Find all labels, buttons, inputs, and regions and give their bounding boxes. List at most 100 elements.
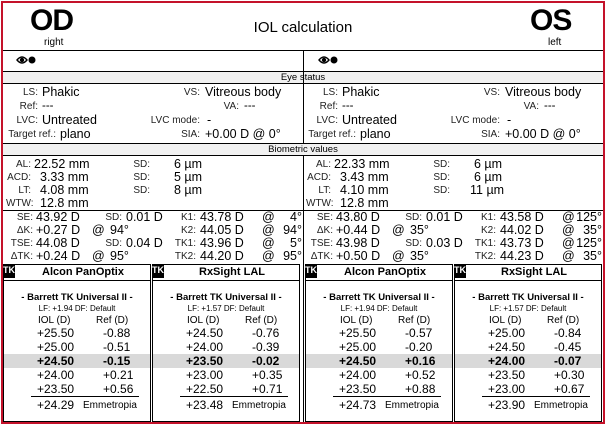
os-vs-label: VS: [483,87,500,98]
os-se: 43.80 D [336,210,380,224]
od-lens-1-tk-badge: TK [3,264,15,278]
os-lvc-mode-label: LVC mode: [450,115,500,126]
od-tse-sd: 0.04 D [126,236,163,250]
os-se-sd-label: SD: [405,212,422,223]
od-al-label: AL: [15,159,31,170]
od-dk-axis: 94° [110,223,129,237]
os-ref-label: Ref: [319,101,338,112]
os-se-label: SE: [316,212,333,223]
od-tse: 44.08 D [36,236,80,250]
os-lens-1-col-ref: Ref (D) [398,315,431,326]
os-k1-at: @ [562,210,575,224]
od-lt-sd: 8 µm [174,183,203,197]
os-lens-2-emm-rule [482,396,590,397]
od-lens-1-refraction: -0.15 [103,354,131,368]
od-k1-axis: 4° [290,210,302,224]
od-al-sd: 6 µm [174,157,203,171]
od-target-ref-value: plano [60,127,91,141]
os-k1-label: K1: [480,212,496,223]
od-k1-at: @ [262,210,275,224]
os-tse: 43.98 D [336,236,380,250]
od-ref-label: Ref: [19,101,38,112]
os-sia-value: +0.00 D @ 0° [505,127,581,141]
od-lens-2-formula: - Barrett TK Universal II - [170,292,282,303]
os-lvc-value: Untreated [342,113,397,127]
od-tk2: 44.20 D [200,249,244,263]
od-wtw-label: WTW: [6,198,34,209]
os-lens-2-name: RxSight LAL [501,266,567,278]
od-lens-2-refraction: +0.35 [252,368,283,382]
od-k1-label: K1: [180,212,196,223]
os-delta-k: +0.44 D [336,223,381,237]
os-lens-2-panel [454,264,602,422]
od-lens-1-refraction: +0.56 [103,382,134,396]
od-lvc-value: Untreated [42,113,97,127]
os-al-sd-label: SD: [433,159,450,170]
od-k2: 44.05 D [200,223,244,237]
biometric-header: Biometric values [3,143,603,156]
od-dtk-label: ΔTK: [10,251,33,262]
os-lens-2-lf-df: LF: +1.57 DF: Default [489,304,567,313]
od-lens-2-lf-df: LF: +1.57 DF: Default [187,304,265,313]
od-lens-2-name: RxSight LAL [199,266,265,278]
od-target-ref-label: Target ref.: [8,129,56,140]
center-divider [303,50,304,422]
od-dtk-at: @ [92,249,105,263]
os-k2-at: @ [562,223,575,237]
os-wtw-label: WTW: [306,198,334,209]
os-lens-1-formula: - Barrett TK Universal II - [323,292,435,303]
os-lens-2-emmetropia-label: Emmetropia [534,400,588,411]
os-lens-1-refraction: +0.88 [405,382,436,396]
od-lens-2-panel [152,264,300,422]
os-axial-length: 22.33 mm [334,157,390,171]
od-dk-at: @ [92,223,105,237]
os-dk-at: @ [392,223,405,237]
os-lens-2-refraction: -0.45 [554,340,582,354]
os-lens-2-iol-power: +25.00 [488,326,526,340]
os-dtk-at: @ [392,249,405,263]
od-lens-1-formula: - Barrett TK Universal II - [21,292,133,303]
od-k2-label: K2: [180,225,196,236]
os-lens-1-highlight-row [306,354,452,368]
od-lens-1-panel [3,264,151,422]
os-lens-1-emmetropia-iol: +24.73 [339,398,377,412]
od-acd-sd-label: SD: [133,172,150,183]
os-se-sd: 0.01 D [426,210,463,224]
od-lens-1-col-ref: Ref (D) [96,315,129,326]
os-lens-1-emmetropia-label: Emmetropia [385,400,439,411]
od-lens-thickness: 4.08 mm [40,183,89,197]
os-label: OS [530,4,572,37]
os-tk1-axis: 125° [576,236,602,250]
os-dk-axis: 35° [410,223,429,237]
os-acd-label: ACD: [307,172,331,183]
os-k1: 43.58 D [500,210,544,224]
os-lens-1-iol-power: +24.50 [339,354,377,368]
os-acd: 3.43 mm [340,170,389,184]
od-lens-1-lf-df: LF: +1.94 DF: Default [38,304,116,313]
od-acd-label: ACD: [7,172,31,183]
od-lens-1-refraction: +0.21 [103,368,134,382]
os-lvc-label: LVC: [316,115,339,126]
od-lens-1-refraction: -0.88 [103,326,131,340]
od-lens-1-header-rule [3,280,151,281]
od-se-label: SE: [16,212,33,223]
os-al-label: AL: [315,159,331,170]
od-delta-k: +0.27 D [36,223,81,237]
od-eye-icon [16,54,38,69]
os-tse-label: TSE: [310,238,333,249]
os-lens-status: Phakic [342,85,380,99]
os-acd-sd: 6 µm [474,170,503,184]
os-lens-2-emmetropia-iol: +23.90 [488,398,526,412]
os-k2-axis: 35° [583,223,602,237]
os-lens-1-col-iol: IOL (D) [340,315,373,326]
od-lens-1-iol-power: +25.00 [37,340,75,354]
os-lens-1-refraction: -0.57 [405,326,433,340]
od-k2-axis: 94° [283,223,302,237]
od-lens-1-iol-power: +25.50 [37,326,75,340]
od-tse-label: TSE: [10,238,33,249]
od-lvc-mode-value: - [207,113,212,127]
od-tk1: 43.96 D [200,236,244,250]
od-lens-2-iol-power: +23.50 [186,354,224,368]
od-lens-2-refraction: -0.76 [252,326,280,340]
os-lens-2-iol-power: +24.00 [488,354,526,368]
